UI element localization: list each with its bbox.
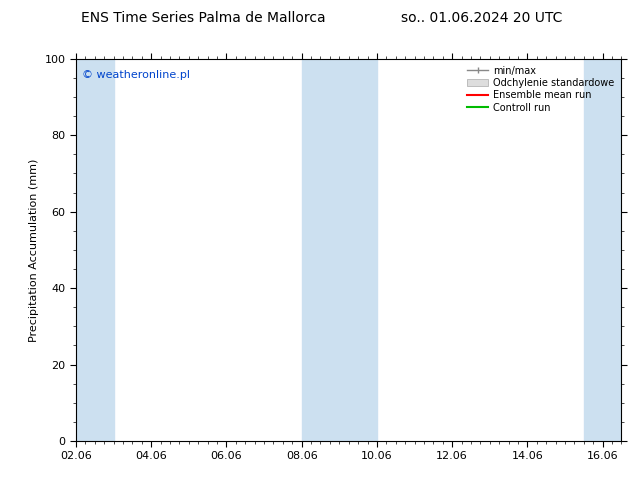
Text: ENS Time Series Palma de Mallorca: ENS Time Series Palma de Mallorca [81, 10, 325, 24]
Y-axis label: Precipitation Accumulation (mm): Precipitation Accumulation (mm) [29, 158, 39, 342]
Text: so.. 01.06.2024 20 UTC: so.. 01.06.2024 20 UTC [401, 10, 562, 24]
Legend: min/max, Odchylenie standardowe, Ensemble mean run, Controll run: min/max, Odchylenie standardowe, Ensembl… [465, 64, 616, 115]
Text: © weatheronline.pl: © weatheronline.pl [82, 70, 190, 80]
Bar [584, 59, 621, 441]
Bar [76, 59, 113, 441]
Bar [302, 59, 377, 441]
